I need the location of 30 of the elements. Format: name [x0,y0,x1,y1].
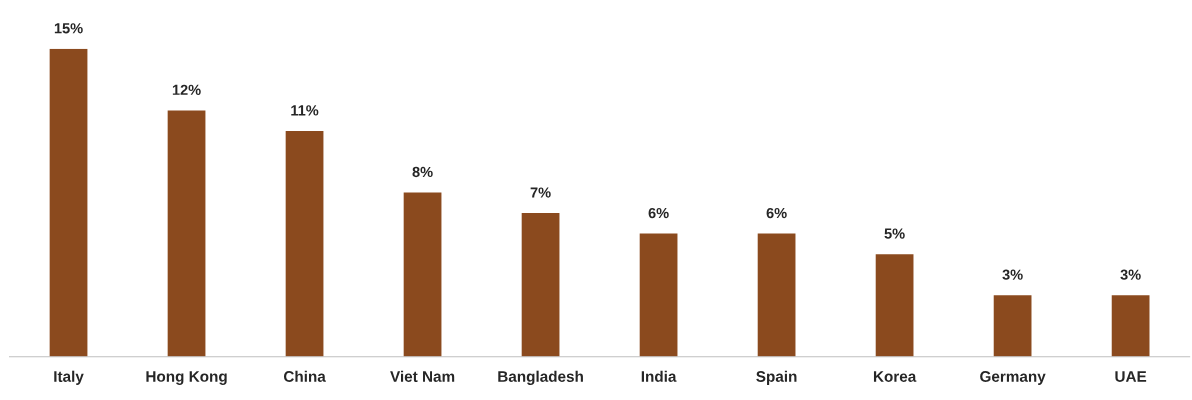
data-label: 5% [884,228,905,239]
x-tick-label: UAE [1115,371,1147,382]
data-label: 6% [648,207,669,219]
bar [167,110,206,357]
x-tick-label: Germany [980,371,1046,385]
data-label: 3% [1120,269,1141,280]
bar [1111,295,1150,357]
data-label: 12% [172,84,201,95]
bar [639,233,678,357]
x-tick-label: Italy [54,370,84,385]
bar [285,130,324,357]
data-label: 8% [412,166,433,178]
bar [757,233,796,357]
x-tick-label: Hong Kong [146,371,227,385]
x-tick-label: China [283,370,326,382]
bar [49,48,88,357]
x-tick-label: Bangladesh [498,370,583,385]
x-tick-label: Spain [756,370,797,385]
data-label: 7% [530,187,551,198]
bar [993,295,1032,357]
bar [521,213,560,357]
bar [875,254,914,357]
x-tick-label: Korea [873,371,917,382]
x-tick-label: India [641,370,677,382]
x-tick-label: Viet Nam [390,370,455,382]
data-label: 6% [766,207,787,219]
data-label: 11% [291,105,319,116]
data-label: 15% [54,23,83,34]
data-label: 3% [1002,269,1023,280]
bar [403,192,442,357]
